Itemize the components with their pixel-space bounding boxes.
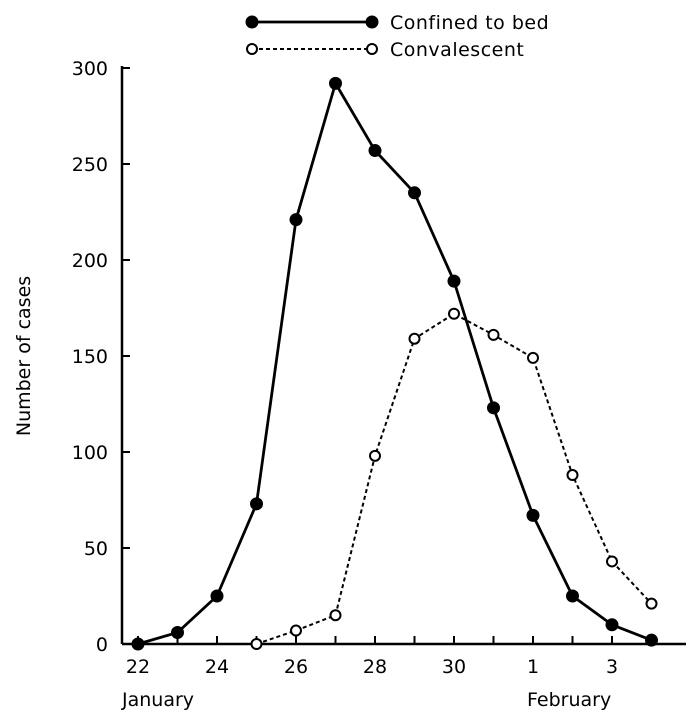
series-layer xyxy=(131,76,658,651)
legend-marker xyxy=(366,43,378,55)
legend: Confined to bed Convalescent xyxy=(245,12,549,61)
data-point-open xyxy=(408,332,421,345)
legend-label: Convalescent xyxy=(390,39,524,61)
legend-marker xyxy=(245,15,259,29)
series-line xyxy=(137,81,653,646)
data-point-filled xyxy=(368,144,382,158)
data-point-filled xyxy=(289,213,303,227)
data-point-open xyxy=(566,469,579,482)
data-point-filled xyxy=(171,625,184,639)
x-tick-label: 1 xyxy=(527,656,539,678)
y-tick-label: 0 xyxy=(96,634,108,656)
legend-marker xyxy=(246,43,258,55)
data-point-open xyxy=(250,638,263,650)
data-point-open xyxy=(329,609,342,622)
data-point-filled xyxy=(605,618,619,632)
x-tick-label: 26 xyxy=(284,656,308,678)
data-point-filled xyxy=(566,589,579,603)
series-line xyxy=(256,312,653,645)
data-point-open xyxy=(645,597,658,610)
x-tick-label: 28 xyxy=(363,656,387,678)
y-tick-label: 300 xyxy=(72,58,108,80)
data-point-filled xyxy=(250,497,263,511)
data-point-open xyxy=(527,351,539,364)
y-tick-label: 250 xyxy=(72,154,108,176)
y-tick-label: 150 xyxy=(72,346,108,368)
x-tick-label: 3 xyxy=(606,656,618,678)
x-month-label: February xyxy=(527,689,611,711)
data-point-filled xyxy=(526,508,540,522)
x-tick-label: 22 xyxy=(126,656,150,678)
data-point-open xyxy=(448,307,460,320)
data-point-open xyxy=(487,328,500,341)
data-point-filled xyxy=(487,401,500,415)
y-axis-title: Number of cases xyxy=(13,276,35,436)
legend-marker xyxy=(365,15,379,29)
data-point-filled xyxy=(329,76,342,90)
x-month-label: January xyxy=(121,689,194,711)
data-point-open xyxy=(290,624,302,637)
data-point-filled xyxy=(408,186,421,200)
data-point-filled xyxy=(447,274,461,288)
data-point-open xyxy=(606,555,618,568)
x-tick-label: 30 xyxy=(442,656,466,678)
x-tick-label: 24 xyxy=(205,656,229,678)
y-tick-label: 50 xyxy=(84,538,108,560)
y-tick-label: 200 xyxy=(72,250,108,272)
axes: 0 50 100 150 200 250 300 22 24 26 28 30 1 3 January Feb… xyxy=(72,58,686,711)
series-2 xyxy=(250,307,658,650)
legend-label: Confined to bed xyxy=(390,12,549,34)
data-point-open xyxy=(369,449,381,462)
y-tick-label: 100 xyxy=(72,442,108,464)
data-point-filled xyxy=(210,589,224,603)
data-point-filled xyxy=(645,633,658,647)
series-1 xyxy=(131,76,658,651)
data-point-filled xyxy=(131,637,145,651)
